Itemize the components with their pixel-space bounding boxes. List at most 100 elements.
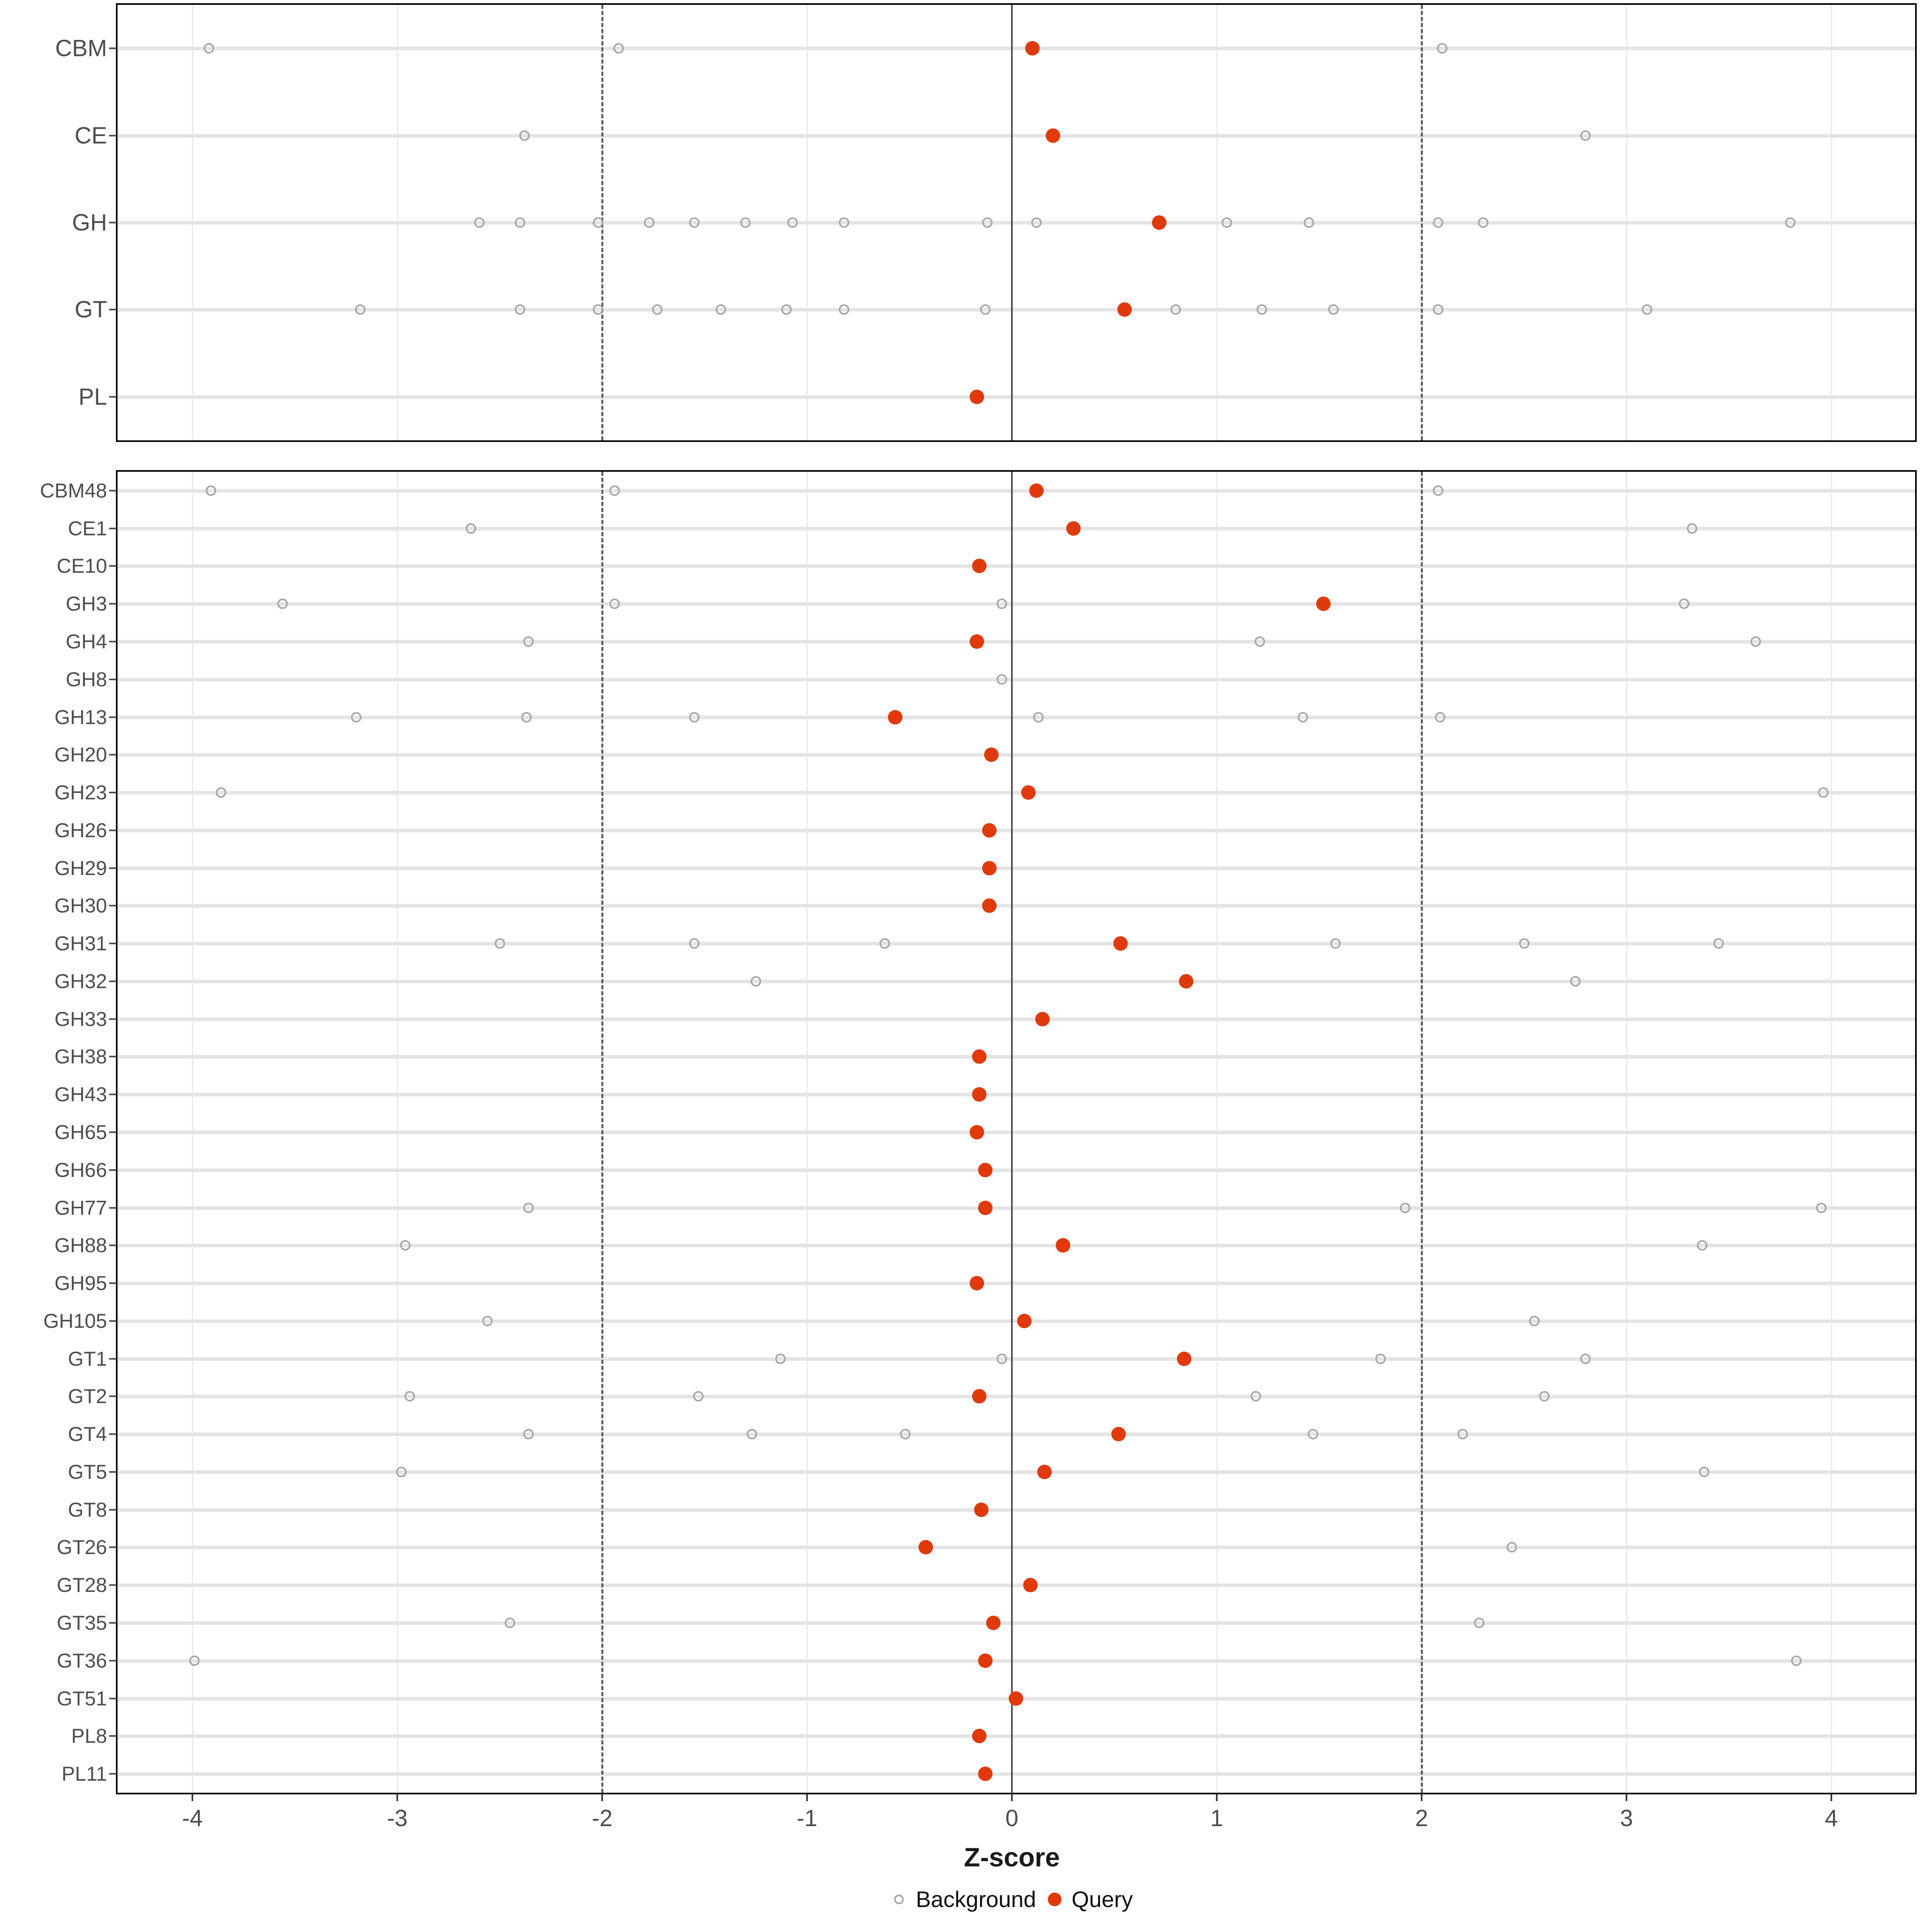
background-point [205, 485, 216, 496]
background-point [693, 1391, 704, 1402]
y-axis-label-gt2: GT2 [68, 1385, 107, 1408]
query-point [978, 1200, 993, 1215]
background-point [1506, 1542, 1517, 1553]
category-gridline [118, 1470, 1915, 1474]
y-axis-tick [109, 754, 116, 756]
background-point [515, 304, 526, 315]
background-point [716, 304, 727, 315]
query-point [978, 1162, 993, 1177]
y-axis-label-ce10: CE10 [56, 555, 107, 578]
y-axis-label-gt28: GT28 [56, 1574, 107, 1597]
category-gridline [118, 1621, 1915, 1625]
y-axis-label-gh65: GH65 [54, 1121, 107, 1144]
background-point [1785, 217, 1796, 228]
background-point [1697, 1240, 1708, 1251]
background-point [592, 304, 603, 315]
background-point [1580, 1353, 1591, 1364]
y-axis-label-gh95: GH95 [54, 1272, 107, 1295]
y-axis-label-gh38: GH38 [54, 1045, 107, 1068]
legend-item[interactable]: Query [1046, 1886, 1133, 1912]
query-point [982, 861, 997, 875]
category-gridline [118, 1432, 1915, 1437]
category-gridline [118, 1093, 1915, 1097]
query-point [972, 1729, 987, 1744]
query-point [1066, 521, 1081, 536]
background-point [519, 130, 530, 141]
query-point [970, 634, 985, 649]
x-axis-tick [192, 1794, 193, 1801]
y-axis-tick [109, 1094, 116, 1096]
y-axis-label-gh32: GH32 [54, 970, 107, 993]
y-axis-tick [109, 943, 116, 945]
background-point [203, 43, 214, 54]
background-point [1539, 1391, 1550, 1402]
y-axis-tick [109, 1660, 116, 1662]
y-axis-label-gh20: GH20 [54, 743, 107, 766]
x-axis-tick-label: 0 [1005, 1805, 1019, 1831]
y-axis-tick [109, 1169, 116, 1171]
background-point [1457, 1429, 1468, 1440]
category-gridline [118, 1772, 1915, 1776]
background-point [609, 485, 620, 496]
x-axis-tick-label: 3 [1620, 1805, 1633, 1831]
y-axis-tick [109, 1735, 116, 1737]
category-gridline [118, 564, 1915, 568]
legend: Background Query [891, 1886, 1133, 1912]
background-point [838, 304, 849, 315]
category-gridline [118, 526, 1915, 530]
background-point [523, 636, 534, 647]
query-point [1023, 1578, 1038, 1593]
y-axis-tick [109, 1622, 116, 1624]
background-point [1519, 938, 1530, 949]
query-point [1009, 1691, 1024, 1706]
y-axis-label-gt35: GT35 [56, 1612, 107, 1635]
category-gridline [118, 602, 1915, 606]
x-axis-tick [806, 1794, 808, 1801]
legend-item[interactable]: Background [891, 1886, 1036, 1912]
y-axis-label-gh66: GH66 [54, 1158, 107, 1181]
background-point [1432, 304, 1443, 315]
category-gridline [118, 395, 1915, 399]
background-point [900, 1429, 911, 1440]
category-gridline [118, 489, 1915, 493]
category-gridline [118, 308, 1915, 312]
background-point [1170, 304, 1181, 315]
query-point [1056, 1238, 1071, 1253]
background-point [996, 599, 1007, 609]
query-point [1045, 128, 1060, 143]
category-gridline [118, 1357, 1915, 1361]
y-axis-tick [109, 1245, 116, 1247]
x-axis-tick [1011, 1794, 1013, 1801]
background-point [1686, 523, 1697, 534]
query-point [986, 1616, 1001, 1631]
category-gridline [118, 1017, 1915, 1021]
background-point [1435, 712, 1445, 722]
background-point [216, 787, 227, 798]
y-axis-label-cbm48: CBM48 [40, 479, 107, 502]
background-point [351, 712, 362, 722]
category-gridline [118, 979, 1915, 983]
y-axis-label-gh26: GH26 [54, 819, 107, 842]
category-gridline [118, 47, 1915, 51]
x-axis-tick [1421, 1794, 1422, 1801]
category-gridline [118, 221, 1915, 225]
background-point [980, 304, 991, 315]
y-axis-label-gt51: GT51 [56, 1687, 107, 1710]
category-gridline [118, 640, 1915, 644]
y-axis-tick [109, 1320, 116, 1322]
zero-reference-line [1011, 472, 1013, 1793]
background-point [189, 1655, 200, 1666]
y-axis-tick [109, 1584, 116, 1586]
query-point [1179, 974, 1193, 989]
background-point [504, 1618, 515, 1629]
query-point [919, 1540, 933, 1555]
background-point [1791, 1655, 1802, 1666]
y-axis-label-gh13: GH13 [54, 706, 107, 729]
query-point [1029, 483, 1044, 498]
zero-reference-line [1011, 5, 1013, 440]
y-axis-tick [109, 565, 116, 567]
x-axis-tick [601, 1794, 603, 1801]
background-point [1529, 1315, 1540, 1326]
y-axis-tick [109, 1433, 116, 1435]
y-axis-label-ce: CE [74, 122, 107, 149]
